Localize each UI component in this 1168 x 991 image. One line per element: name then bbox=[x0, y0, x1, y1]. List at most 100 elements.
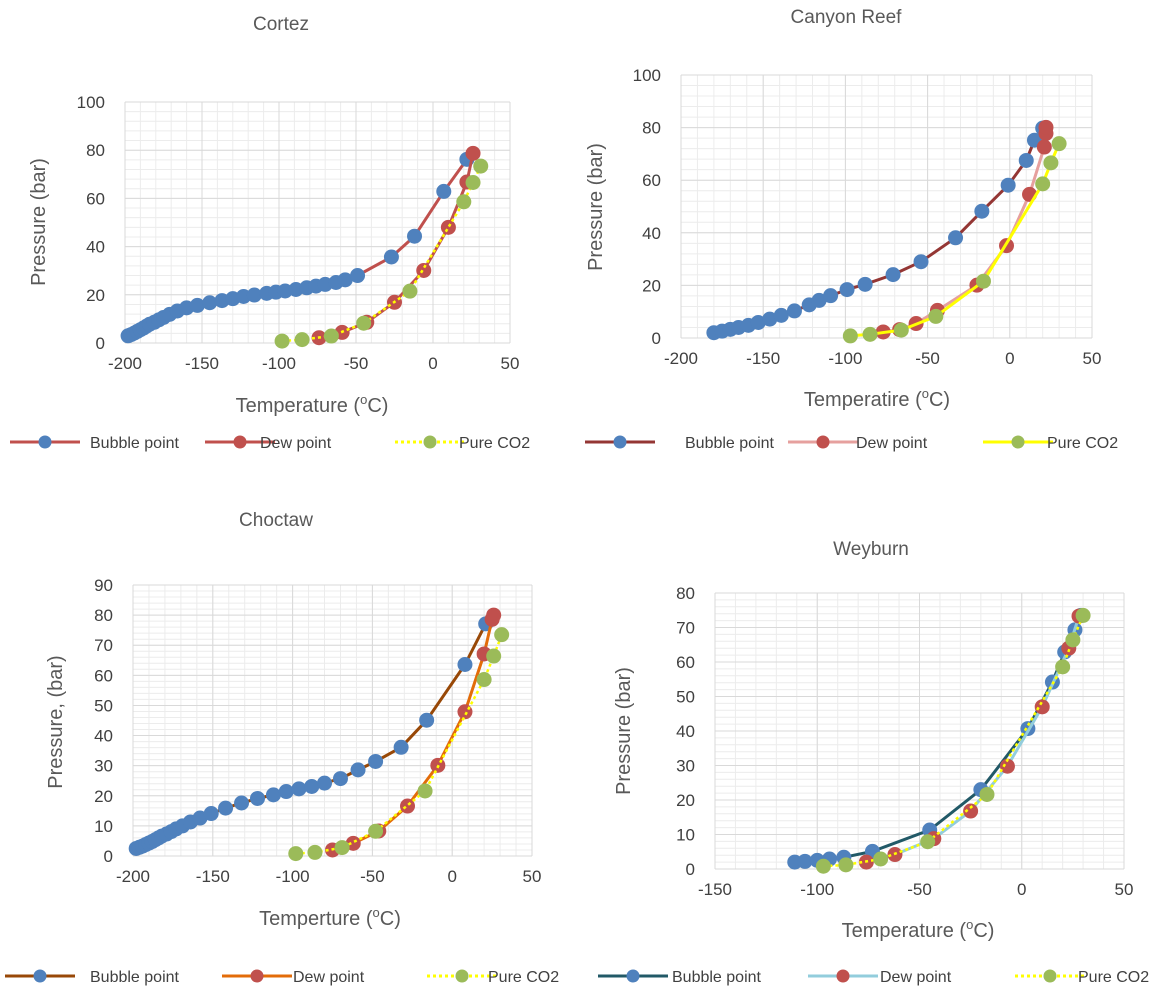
y-tick-label: 40 bbox=[642, 224, 661, 243]
legend-marker bbox=[38, 435, 52, 449]
data-point bbox=[815, 858, 831, 874]
y-axis-label: Pressure (bar) bbox=[585, 143, 607, 271]
data-point bbox=[913, 254, 929, 270]
legend-marker bbox=[250, 969, 264, 983]
legend-label: Bubble point bbox=[90, 435, 180, 452]
data-point bbox=[873, 851, 889, 867]
data-point bbox=[234, 795, 250, 811]
x-tick-label: 0 bbox=[1005, 349, 1014, 368]
legend-label: Pure CO2 bbox=[488, 969, 559, 986]
data-point bbox=[486, 648, 502, 664]
data-point bbox=[307, 844, 323, 860]
y-tick-label: 10 bbox=[676, 826, 695, 845]
data-point bbox=[1035, 176, 1051, 192]
data-point bbox=[486, 607, 502, 623]
legend-label: Bubble point bbox=[90, 969, 180, 986]
legend-marker bbox=[1011, 435, 1025, 449]
data-point bbox=[1038, 119, 1054, 135]
y-tick-label: 30 bbox=[94, 757, 113, 776]
y-tick-label: 80 bbox=[676, 584, 695, 603]
data-point bbox=[823, 288, 839, 304]
data-point bbox=[1018, 152, 1034, 168]
data-point bbox=[862, 326, 878, 342]
data-point bbox=[218, 800, 234, 816]
chart-title: Weyburn bbox=[833, 539, 909, 560]
chart-title: Choctaw bbox=[239, 510, 313, 531]
legend-label: Pure CO2 bbox=[1078, 969, 1149, 986]
x-tick-label: -50 bbox=[360, 867, 385, 886]
data-point bbox=[1034, 699, 1050, 715]
x-tick-label: 50 bbox=[1115, 880, 1134, 899]
y-tick-label: 10 bbox=[94, 817, 113, 836]
series-bubble-point bbox=[128, 616, 494, 856]
data-point bbox=[979, 786, 995, 802]
legend-marker bbox=[816, 435, 830, 449]
data-point bbox=[1075, 607, 1091, 623]
data-point bbox=[476, 672, 492, 688]
data-point bbox=[323, 328, 339, 344]
x-tick-label: -200 bbox=[664, 349, 698, 368]
legend-label: Bubble point bbox=[672, 969, 762, 986]
y-tick-label: 60 bbox=[94, 666, 113, 685]
x-tick-label: 0 bbox=[428, 354, 437, 373]
x-axis-label: Temperature (oC) bbox=[842, 917, 995, 942]
x-tick-label: 50 bbox=[501, 354, 520, 373]
x-axis-label: Temperature (oC) bbox=[236, 392, 389, 417]
data-point bbox=[1036, 139, 1052, 155]
y-tick-label: 40 bbox=[676, 722, 695, 741]
data-point bbox=[1043, 155, 1059, 171]
series-pure-co2 bbox=[288, 627, 510, 862]
data-point bbox=[750, 314, 766, 330]
legend-label: Dew point bbox=[880, 969, 952, 986]
data-point bbox=[948, 230, 964, 246]
data-point bbox=[265, 787, 281, 803]
x-tick-label: -50 bbox=[915, 349, 940, 368]
data-point bbox=[839, 282, 855, 298]
x-tick-label: -200 bbox=[108, 354, 142, 373]
series-line bbox=[823, 614, 1085, 868]
y-tick-label: 40 bbox=[86, 238, 105, 257]
y-tick-label: 100 bbox=[633, 66, 661, 85]
legend-marker bbox=[613, 435, 627, 449]
data-point bbox=[274, 333, 290, 349]
data-point bbox=[407, 228, 423, 244]
data-point bbox=[350, 762, 366, 778]
data-point bbox=[1055, 659, 1071, 675]
data-point bbox=[885, 267, 901, 283]
data-point bbox=[494, 627, 510, 643]
chart-2: -200 -150 -100 -50 0 50 0 10 20 30 40 50 60 70 80 90 Cho… bbox=[5, 510, 559, 986]
legend-label: Dew point bbox=[856, 435, 928, 452]
x-tick-label: -150 bbox=[698, 880, 732, 899]
y-tick-label: 0 bbox=[652, 329, 661, 348]
series-bubble-point bbox=[120, 151, 475, 344]
y-tick-label: 0 bbox=[104, 847, 113, 866]
data-point bbox=[838, 857, 854, 873]
chart-1: -200 -150 -100 -50 0 50 0 20 40 60 80 100 Canyon Ree… bbox=[585, 7, 1118, 452]
data-point bbox=[337, 272, 353, 288]
data-point bbox=[419, 712, 435, 728]
y-tick-label: 60 bbox=[86, 189, 105, 208]
y-tick-label: 20 bbox=[94, 787, 113, 806]
data-point bbox=[440, 219, 456, 235]
data-point bbox=[893, 322, 909, 338]
y-tick-label: 20 bbox=[642, 276, 661, 295]
y-tick-label: 50 bbox=[676, 688, 695, 707]
legend-marker bbox=[626, 969, 640, 983]
data-point bbox=[457, 656, 473, 672]
chart-0: -200 -150 -100 -50 0 50 0 20 40 60 80 100 Cortez Temp… bbox=[10, 14, 530, 452]
data-point bbox=[786, 303, 802, 319]
chart-title: Cortez bbox=[253, 14, 309, 35]
data-point bbox=[304, 778, 320, 794]
data-point bbox=[811, 292, 827, 308]
data-point bbox=[317, 775, 333, 791]
x-tick-label: 0 bbox=[447, 867, 456, 886]
y-tick-label: 20 bbox=[676, 791, 695, 810]
data-point bbox=[203, 806, 219, 822]
series-bubble-point bbox=[706, 120, 1051, 341]
y-tick-label: 0 bbox=[96, 334, 105, 353]
data-point bbox=[797, 853, 813, 869]
y-tick-label: 20 bbox=[86, 286, 105, 305]
legend-marker bbox=[233, 435, 247, 449]
legend-label: Dew point bbox=[293, 969, 365, 986]
